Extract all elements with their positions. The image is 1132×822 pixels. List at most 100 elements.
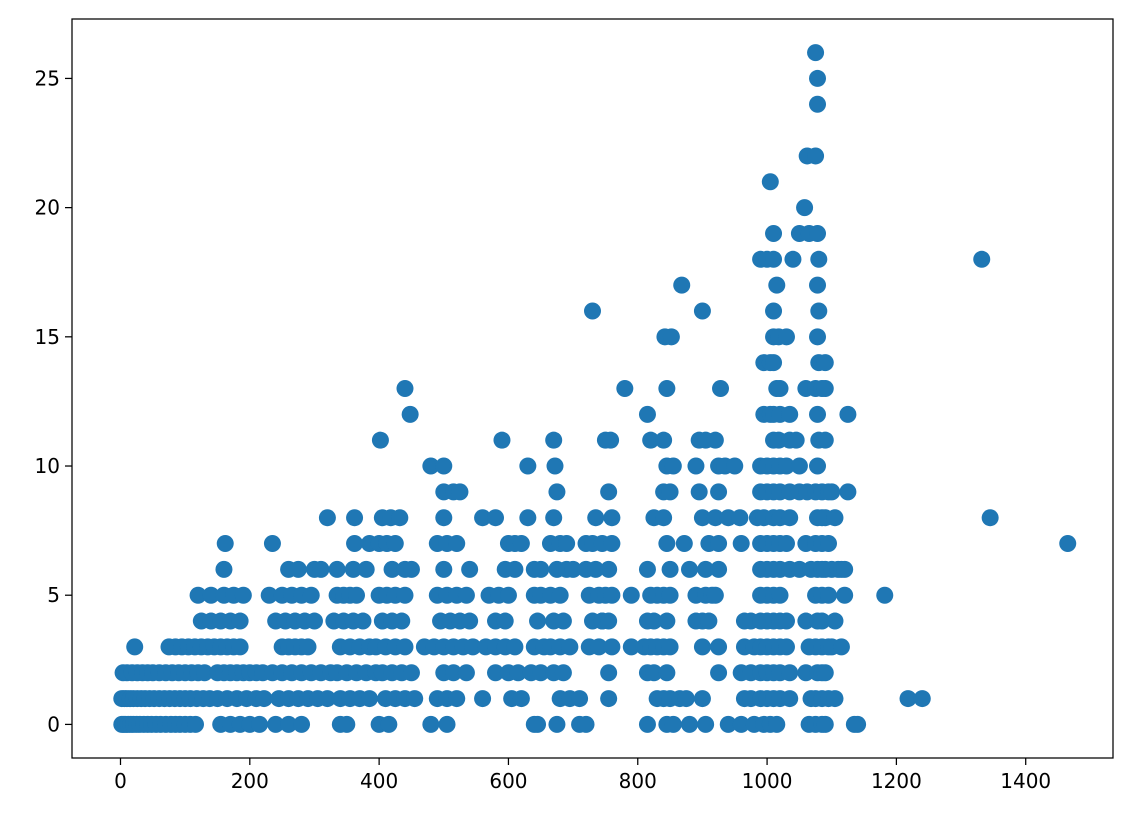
- data-point: [545, 509, 563, 527]
- data-point: [561, 638, 579, 656]
- data-point: [876, 586, 894, 604]
- data-point: [810, 250, 828, 268]
- data-point: [587, 560, 605, 578]
- data-point: [706, 431, 724, 449]
- x-tick-label: 600: [489, 769, 527, 793]
- data-point: [506, 638, 524, 656]
- data-point: [448, 690, 466, 708]
- data-point: [422, 715, 440, 733]
- data-point: [587, 509, 605, 527]
- data-point: [787, 431, 805, 449]
- x-tick-label: 400: [360, 769, 398, 793]
- data-point: [393, 612, 411, 630]
- data-point: [577, 715, 595, 733]
- data-point: [371, 431, 389, 449]
- data-point: [693, 509, 711, 527]
- data-point: [401, 405, 419, 423]
- data-point: [435, 509, 453, 527]
- data-point: [126, 638, 144, 656]
- data-point: [600, 690, 618, 708]
- data-point: [807, 44, 825, 62]
- data-point: [719, 715, 737, 733]
- data-point: [700, 612, 718, 630]
- x-tick-label: 1200: [871, 769, 922, 793]
- data-point: [765, 302, 783, 320]
- data-point: [816, 431, 834, 449]
- data-point: [600, 664, 618, 682]
- data-point: [658, 380, 676, 397]
- data-point: [474, 509, 492, 527]
- data-point: [548, 715, 566, 733]
- data-point: [564, 560, 582, 578]
- data-point: [346, 509, 364, 527]
- data-point: [546, 457, 564, 475]
- data-point: [797, 612, 815, 630]
- data-point: [600, 483, 618, 501]
- data-point: [545, 431, 563, 449]
- data-point: [289, 560, 307, 578]
- data-point: [318, 509, 336, 527]
- data-point: [655, 509, 673, 527]
- data-point: [234, 586, 252, 604]
- data-point: [816, 664, 834, 682]
- data-point: [732, 715, 750, 733]
- data-point: [693, 690, 711, 708]
- data-point: [781, 690, 799, 708]
- data-point: [554, 664, 572, 682]
- data-point: [396, 380, 414, 397]
- data-point: [293, 715, 311, 733]
- data-point: [558, 535, 576, 553]
- data-point: [487, 509, 505, 527]
- data-point: [461, 612, 479, 630]
- data-point: [438, 715, 456, 733]
- data-point: [645, 612, 663, 630]
- data-point: [712, 380, 730, 397]
- data-point: [344, 560, 362, 578]
- data-point: [202, 586, 220, 604]
- data-point: [732, 535, 750, 553]
- data-point: [548, 483, 566, 501]
- data-point: [680, 715, 698, 733]
- data-point: [697, 560, 715, 578]
- data-point: [187, 715, 204, 733]
- data-point: [790, 560, 808, 578]
- data-point: [506, 560, 524, 578]
- data-point: [554, 612, 572, 630]
- data-point: [305, 612, 323, 630]
- data-point: [1059, 535, 1077, 553]
- data-point: [687, 457, 705, 475]
- data-point: [267, 715, 285, 733]
- data-point: [328, 560, 346, 578]
- data-point: [571, 690, 589, 708]
- data-point: [777, 535, 795, 553]
- data-point: [810, 302, 828, 320]
- data-point: [826, 509, 844, 527]
- y-axis: 0 5 10 15 20 25: [35, 66, 72, 736]
- data-point: [189, 586, 207, 604]
- data-point: [706, 509, 724, 527]
- data-point: [386, 535, 404, 553]
- data-point: [444, 664, 462, 682]
- data-point: [260, 586, 278, 604]
- data-point: [512, 690, 530, 708]
- data-point: [761, 173, 779, 191]
- data-point: [519, 509, 537, 527]
- data-point: [638, 405, 656, 423]
- y-tick-label: 20: [35, 196, 60, 220]
- data-point: [532, 664, 550, 682]
- data-point: [551, 586, 569, 604]
- data-point: [823, 483, 841, 501]
- data-point: [391, 509, 409, 527]
- data-point: [796, 199, 814, 217]
- data-point: [280, 715, 298, 733]
- data-point: [781, 509, 799, 527]
- data-point: [807, 147, 825, 165]
- data-point: [771, 380, 789, 397]
- data-point: [496, 612, 514, 630]
- data-point: [346, 535, 364, 553]
- data-point: [849, 715, 867, 733]
- data-point: [487, 664, 505, 682]
- data-point: [765, 250, 783, 268]
- data-point: [673, 276, 691, 294]
